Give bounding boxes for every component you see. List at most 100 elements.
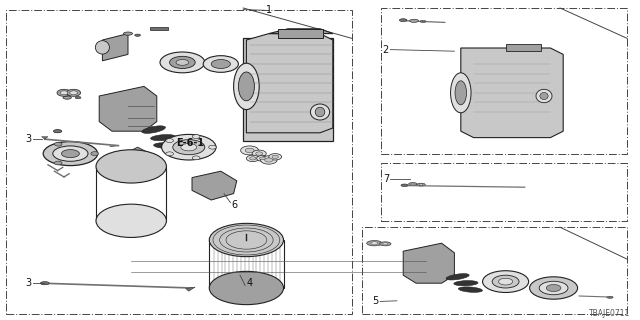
Circle shape <box>252 150 266 157</box>
Polygon shape <box>246 34 333 133</box>
Circle shape <box>60 91 68 95</box>
Bar <box>381 163 627 221</box>
Ellipse shape <box>96 150 166 183</box>
Ellipse shape <box>420 20 426 23</box>
Circle shape <box>57 89 71 96</box>
Ellipse shape <box>54 130 61 133</box>
Ellipse shape <box>399 19 407 22</box>
Circle shape <box>260 156 277 164</box>
Ellipse shape <box>234 63 259 109</box>
Ellipse shape <box>540 281 568 295</box>
Circle shape <box>265 158 273 162</box>
Polygon shape <box>186 287 195 291</box>
Ellipse shape <box>180 143 197 151</box>
Ellipse shape <box>455 81 467 105</box>
Ellipse shape <box>380 242 391 246</box>
Ellipse shape <box>499 278 513 285</box>
Ellipse shape <box>160 52 205 73</box>
Circle shape <box>245 148 254 153</box>
Ellipse shape <box>53 146 88 161</box>
Bar <box>96 166 166 221</box>
Circle shape <box>192 135 200 139</box>
Ellipse shape <box>547 284 561 292</box>
Ellipse shape <box>211 60 230 68</box>
Text: 3: 3 <box>26 134 32 144</box>
Polygon shape <box>243 38 333 141</box>
Ellipse shape <box>76 97 81 99</box>
Ellipse shape <box>96 204 166 237</box>
Text: 7: 7 <box>383 174 389 184</box>
Polygon shape <box>403 243 454 283</box>
Bar <box>362 227 627 314</box>
Bar <box>209 240 284 288</box>
Bar <box>381 8 627 154</box>
Ellipse shape <box>483 271 529 292</box>
Circle shape <box>166 139 173 142</box>
Ellipse shape <box>150 134 176 141</box>
Ellipse shape <box>419 184 423 185</box>
Ellipse shape <box>161 134 216 160</box>
Circle shape <box>209 145 216 149</box>
Ellipse shape <box>458 287 483 292</box>
Text: 2: 2 <box>383 44 389 55</box>
Ellipse shape <box>141 126 166 133</box>
Ellipse shape <box>454 281 478 286</box>
Bar <box>6 10 352 314</box>
Ellipse shape <box>204 56 238 72</box>
Ellipse shape <box>209 223 284 257</box>
Polygon shape <box>102 34 128 61</box>
Ellipse shape <box>410 19 419 22</box>
Ellipse shape <box>540 92 548 100</box>
Circle shape <box>241 146 259 155</box>
Ellipse shape <box>530 277 578 299</box>
Circle shape <box>166 152 173 156</box>
Ellipse shape <box>44 141 98 166</box>
Ellipse shape <box>411 183 415 185</box>
Circle shape <box>91 152 99 156</box>
Ellipse shape <box>61 150 79 158</box>
Circle shape <box>67 89 81 96</box>
Ellipse shape <box>173 140 205 155</box>
Ellipse shape <box>63 96 72 99</box>
Polygon shape <box>461 48 563 138</box>
Text: 5: 5 <box>372 296 379 307</box>
Polygon shape <box>269 29 333 34</box>
Bar <box>150 27 168 30</box>
Bar <box>506 44 541 51</box>
Text: TBAJE0711: TBAJE0711 <box>589 309 630 318</box>
Ellipse shape <box>135 34 141 36</box>
Ellipse shape <box>238 72 255 101</box>
Circle shape <box>269 154 282 160</box>
Circle shape <box>70 91 77 95</box>
Circle shape <box>192 156 200 160</box>
Circle shape <box>257 156 268 161</box>
Ellipse shape <box>315 107 325 117</box>
Text: 3: 3 <box>26 278 32 288</box>
Ellipse shape <box>607 296 613 298</box>
Ellipse shape <box>401 184 408 187</box>
Ellipse shape <box>124 32 132 35</box>
Ellipse shape <box>417 183 426 186</box>
Ellipse shape <box>95 41 109 54</box>
Ellipse shape <box>451 73 471 113</box>
Ellipse shape <box>40 282 49 285</box>
Ellipse shape <box>367 241 382 246</box>
Circle shape <box>250 157 256 160</box>
Ellipse shape <box>383 243 388 245</box>
Polygon shape <box>42 137 48 139</box>
Ellipse shape <box>536 89 552 103</box>
Bar <box>278 29 323 38</box>
Ellipse shape <box>154 143 179 148</box>
Circle shape <box>272 155 278 158</box>
Text: 6: 6 <box>232 200 238 210</box>
Ellipse shape <box>409 182 417 186</box>
Polygon shape <box>192 171 237 200</box>
Text: E-6-1: E-6-1 <box>176 138 204 148</box>
Ellipse shape <box>176 60 189 65</box>
Circle shape <box>54 161 62 165</box>
Circle shape <box>246 155 259 162</box>
Text: 4: 4 <box>246 278 253 288</box>
Ellipse shape <box>371 242 378 244</box>
Circle shape <box>54 142 62 146</box>
Ellipse shape <box>170 56 195 68</box>
